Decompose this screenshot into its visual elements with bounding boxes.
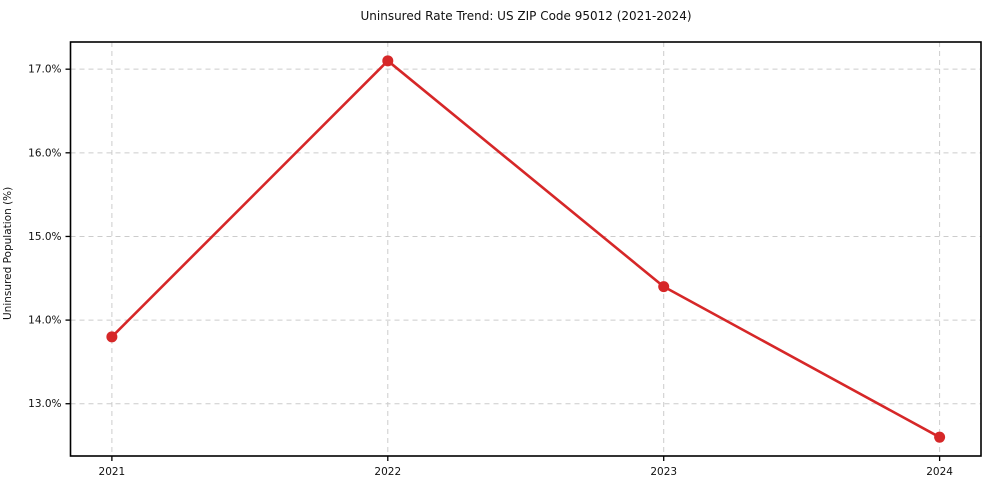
- data-point-marker: [106, 331, 118, 343]
- y-tick-label: 15.0%: [28, 231, 61, 243]
- series-line: [110, 59, 941, 439]
- x-tick-label: 2022: [374, 466, 401, 478]
- y-tick-label: 16.0%: [28, 147, 61, 159]
- y-tick-label: 13.0%: [28, 398, 61, 410]
- y-tick-label: 17.0%: [28, 64, 61, 76]
- x-tick-label: 2023: [650, 466, 677, 478]
- data-point-marker: [934, 431, 946, 443]
- data-point-marker: [382, 55, 394, 67]
- chart-title: Uninsured Rate Trend: US ZIP Code 95012 …: [360, 9, 692, 23]
- data-point-marker: [658, 281, 670, 293]
- x-tick-label: 2024: [926, 466, 953, 478]
- plot-spines: [69, 41, 982, 457]
- y-tick-label: 14.0%: [28, 315, 61, 327]
- x-tick-label: 2021: [99, 466, 126, 478]
